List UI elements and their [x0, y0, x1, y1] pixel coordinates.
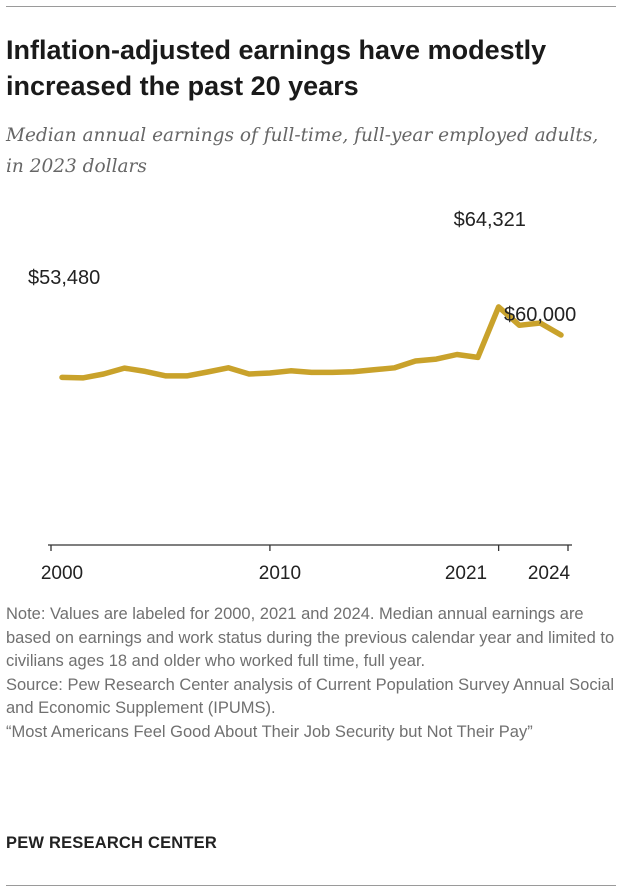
- x-tick-label: 2010: [259, 563, 301, 584]
- source-text: Source: Pew Research Center analysis of …: [6, 675, 615, 718]
- chart-title: Inflation-adjusted earnings have modestl…: [6, 35, 547, 101]
- x-tick-label: 2021: [445, 563, 487, 584]
- line-chart: 2000 2010 2021 2024 $53,480 $64,321 $60,000: [28, 209, 576, 584]
- notes-block: Note: Values are labeled for 2000, 2021 …: [6, 603, 618, 744]
- earnings-line: [59, 304, 564, 381]
- data-label: $53,480: [28, 267, 100, 289]
- chart-subtitle: Median annual earnings of full-time, ful…: [6, 125, 599, 177]
- x-tick-label: 2000: [41, 563, 83, 584]
- bottom-divider: [6, 885, 616, 886]
- data-label: $64,321: [454, 209, 526, 231]
- data-label: $60,000: [504, 304, 576, 326]
- top-divider: [6, 6, 616, 7]
- series-group: [59, 304, 564, 381]
- x-tick-label: 2024: [528, 563, 571, 584]
- brand-wordmark: PEW RESEARCH CENTER: [6, 834, 217, 852]
- x-axis: 2000 2010 2021 2024: [41, 544, 572, 584]
- data-label-group: $53,480 $64,321 $60,000: [28, 209, 576, 326]
- report-title-text: “Most Americans Feel Good About Their Jo…: [6, 722, 533, 741]
- note-text: Note: Values are labeled for 2000, 2021 …: [6, 605, 615, 670]
